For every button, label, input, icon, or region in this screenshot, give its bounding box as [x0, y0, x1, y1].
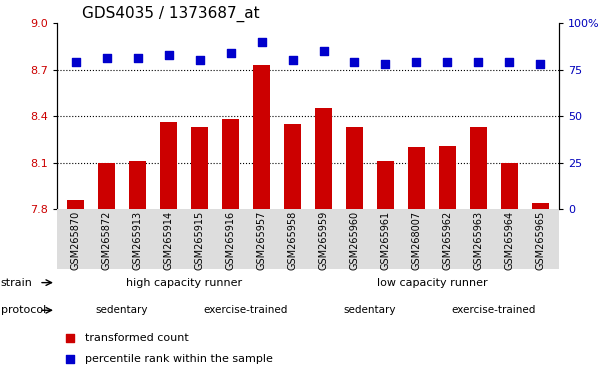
Text: protocol: protocol: [1, 305, 46, 315]
Text: strain: strain: [1, 278, 32, 288]
Bar: [222, 119, 239, 209]
Bar: [98, 163, 115, 209]
Point: [288, 57, 297, 63]
Point: [535, 61, 545, 67]
Bar: [439, 146, 456, 209]
Bar: [129, 161, 146, 209]
Point: [257, 39, 266, 45]
Text: GDS4035 / 1373687_at: GDS4035 / 1373687_at: [82, 5, 260, 22]
Point: [474, 59, 483, 65]
Point: [350, 59, 359, 65]
Text: high capacity runner: high capacity runner: [126, 278, 242, 288]
Bar: [191, 127, 208, 209]
Bar: [253, 65, 270, 209]
Point: [226, 50, 236, 56]
Bar: [501, 163, 518, 209]
Point: [442, 59, 452, 65]
Point: [319, 48, 328, 54]
Point: [65, 356, 75, 362]
Point: [505, 59, 514, 65]
Text: exercise-trained: exercise-trained: [452, 305, 536, 315]
Bar: [346, 127, 363, 209]
Text: sedentary: sedentary: [344, 305, 396, 315]
Bar: [377, 161, 394, 209]
Bar: [470, 127, 487, 209]
Point: [65, 335, 75, 341]
Text: low capacity runner: low capacity runner: [377, 278, 487, 288]
Bar: [284, 124, 301, 209]
Text: exercise-trained: exercise-trained: [204, 305, 288, 315]
Point: [380, 61, 390, 67]
Bar: [67, 200, 84, 209]
Bar: [315, 108, 332, 209]
Text: sedentary: sedentary: [96, 305, 148, 315]
Bar: [160, 122, 177, 209]
Bar: [532, 203, 549, 209]
Point: [195, 57, 204, 63]
Text: transformed count: transformed count: [85, 333, 189, 343]
Point: [412, 59, 421, 65]
Point: [164, 51, 174, 58]
Point: [102, 55, 111, 61]
Bar: [408, 147, 425, 209]
Point: [133, 55, 142, 61]
Text: percentile rank within the sample: percentile rank within the sample: [85, 354, 273, 364]
Point: [71, 59, 81, 65]
